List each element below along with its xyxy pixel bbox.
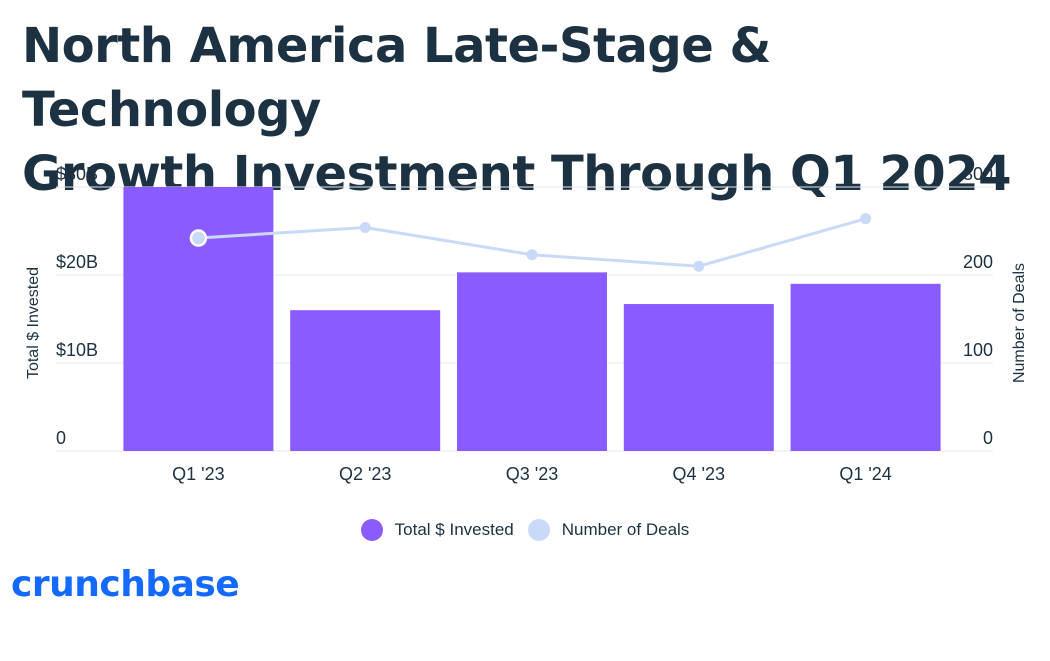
y-right-tick: 0 <box>983 428 993 448</box>
y-left-tick: 0 <box>56 428 66 448</box>
y-left-tick: $20B <box>56 252 98 272</box>
y-left-axis-title: Total $ Invested <box>25 267 42 379</box>
legend-label-invested: Total $ Invested <box>394 520 514 539</box>
bars <box>123 187 941 451</box>
left-axis-ticks: 0 $10B $20B $30B <box>56 164 98 448</box>
y-left-tick: $10B <box>56 340 98 360</box>
deals-point-4[interactable] <box>693 260 705 272</box>
deals-point-3[interactable] <box>526 249 538 261</box>
x-tick: Q1 '24 <box>839 464 891 484</box>
legend-swatch-deals <box>527 519 550 541</box>
bar-4[interactable] <box>623 304 774 451</box>
legend-label-deals: Number of Deals <box>561 520 690 539</box>
deals-point-1[interactable] <box>189 229 208 247</box>
x-tick: Q4 '23 <box>673 464 725 484</box>
y-right-tick: 200 <box>963 252 993 272</box>
deals-point-5[interactable] <box>860 213 872 225</box>
y-left-tick: $30B <box>56 164 98 184</box>
bar-1[interactable] <box>123 187 274 451</box>
deals-line <box>189 213 872 272</box>
crunchbase-logo: crunchbase <box>11 564 240 605</box>
x-tick: Q2 '23 <box>339 464 391 484</box>
bar-5[interactable] <box>790 283 941 451</box>
y-right-tick: 100 <box>963 340 993 360</box>
legend: Total $ Invested Number of Deals <box>0 519 1050 541</box>
y-right-axis-title: Number of Deals <box>1011 263 1028 383</box>
right-axis-ticks: 0 100 200 300 <box>963 164 993 448</box>
x-tick: Q1 '23 <box>172 464 224 484</box>
x-axis-ticks: Q1 '23 Q2 '23 Q3 '23 Q4 '23 Q1 '24 <box>172 464 892 484</box>
chart-title: North America Late-Stage & Technology Gr… <box>22 14 1032 206</box>
bar-2[interactable] <box>290 310 441 451</box>
x-tick: Q3 '23 <box>506 464 558 484</box>
y-right-tick: 300 <box>963 164 993 184</box>
legend-swatch-invested <box>360 519 383 541</box>
chart-title-line-1: North America Late-Stage & Technology <box>22 18 771 138</box>
bar-3[interactable] <box>457 272 607 451</box>
deals-point-2[interactable] <box>359 221 371 233</box>
legend-item-invested[interactable]: Total $ Invested <box>360 519 514 541</box>
legend-item-deals[interactable]: Number of Deals <box>527 519 690 541</box>
